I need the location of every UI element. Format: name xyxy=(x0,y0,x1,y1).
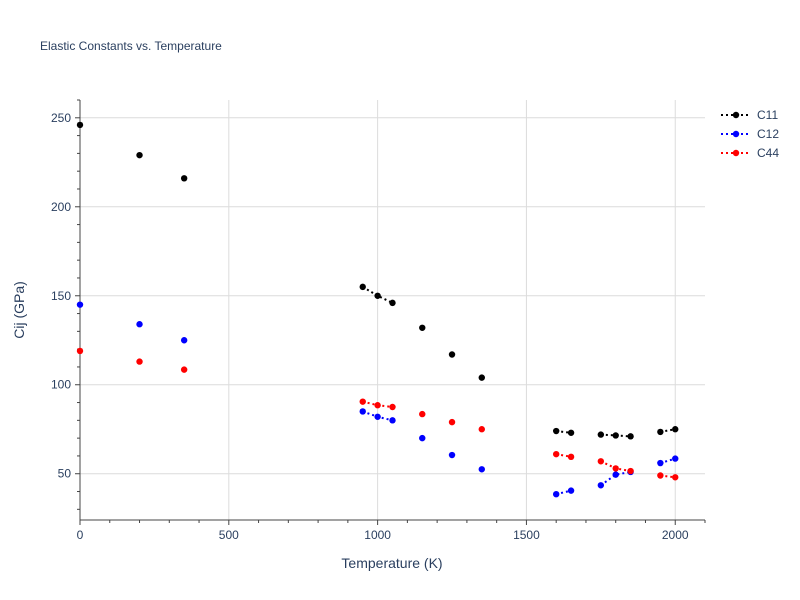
x-axis-title: Temperature (K) xyxy=(341,555,442,571)
y-tick-label: 100 xyxy=(51,378,71,392)
data-point-c44[interactable] xyxy=(374,402,381,409)
x-tick-label: 500 xyxy=(219,528,239,542)
legend-item-c44[interactable]: C44 xyxy=(721,146,779,160)
data-point-c11[interactable] xyxy=(657,428,664,436)
data-point-c44[interactable] xyxy=(478,426,485,433)
data-point-c44[interactable] xyxy=(389,403,396,411)
data-point-c11[interactable] xyxy=(612,432,619,439)
data-point-c44[interactable] xyxy=(672,474,679,481)
data-point-c12[interactable] xyxy=(359,408,366,415)
series-line-c11 xyxy=(362,286,393,304)
data-point-c11[interactable] xyxy=(76,121,84,129)
series-c11 xyxy=(76,121,679,440)
data-point-c11[interactable] xyxy=(419,324,426,331)
data-point-c12[interactable] xyxy=(672,455,679,462)
legend-marker xyxy=(732,130,740,138)
legend[interactable]: C11 C12 C44 xyxy=(721,108,779,160)
data-point-c11[interactable] xyxy=(180,175,188,182)
data-point-c11[interactable] xyxy=(374,292,381,299)
data-point-c44[interactable] xyxy=(627,467,634,475)
legend-label: C11 xyxy=(757,108,778,122)
data-point-c11[interactable] xyxy=(567,429,575,436)
data-point-c44[interactable] xyxy=(552,450,560,458)
y-axis-title: Cij (GPa) xyxy=(11,281,27,339)
data-point-c44[interactable] xyxy=(448,418,456,426)
data-point-c44[interactable] xyxy=(597,458,605,465)
data-point-c12[interactable] xyxy=(389,417,396,424)
data-point-c11[interactable] xyxy=(478,374,485,381)
data-point-c11[interactable] xyxy=(597,431,605,438)
y-tick-label: 150 xyxy=(51,289,71,303)
data-point-c12[interactable] xyxy=(597,482,605,489)
x-tick-label: 1000 xyxy=(364,528,391,542)
data-point-c11[interactable] xyxy=(136,151,143,159)
data-point-c44[interactable] xyxy=(136,358,143,365)
data-point-c12[interactable] xyxy=(374,413,381,420)
x-tick-label: 0 xyxy=(77,528,84,542)
data-point-c12[interactable] xyxy=(180,337,188,344)
axes: 0 500 1000 1500 2000 50 100 150 200 250 xyxy=(51,99,706,542)
data-point-c12[interactable] xyxy=(552,490,560,498)
legend-item-c11[interactable]: C11 xyxy=(721,108,778,122)
y-tick-label: 250 xyxy=(51,111,71,125)
legend-label: C44 xyxy=(757,146,779,160)
data-point-c12[interactable] xyxy=(136,321,143,328)
data-point-c11[interactable] xyxy=(672,426,679,433)
data-point-c11[interactable] xyxy=(359,283,366,291)
data-point-c44[interactable] xyxy=(180,366,188,373)
data-point-c12[interactable] xyxy=(612,471,619,478)
y-tick-label: 50 xyxy=(58,467,72,481)
data-point-c12[interactable] xyxy=(567,487,575,494)
data-point-c44[interactable] xyxy=(657,472,664,479)
x-tick-label: 1500 xyxy=(513,528,540,542)
grid xyxy=(80,100,705,520)
series-c44 xyxy=(76,347,679,481)
series-layer xyxy=(76,121,679,498)
data-point-c44[interactable] xyxy=(612,465,619,472)
y-tick-label: 200 xyxy=(51,200,71,214)
data-point-c11[interactable] xyxy=(627,433,634,440)
chart-title: Elastic Constants vs. Temperature xyxy=(40,39,222,53)
data-point-c44[interactable] xyxy=(419,410,426,418)
data-point-c44[interactable] xyxy=(567,453,575,461)
data-point-c44[interactable] xyxy=(76,347,84,355)
legend-item-c12[interactable]: C12 xyxy=(721,127,779,141)
data-point-c12[interactable] xyxy=(448,451,456,459)
series-line-c12 xyxy=(600,470,631,487)
x-tick-label: 2000 xyxy=(662,528,689,542)
data-point-c11[interactable] xyxy=(552,427,560,435)
data-point-c12[interactable] xyxy=(657,459,664,467)
data-point-c11[interactable] xyxy=(448,351,456,358)
data-point-c12[interactable] xyxy=(478,466,485,473)
data-point-c12[interactable] xyxy=(419,434,426,442)
data-point-c44[interactable] xyxy=(359,398,366,405)
legend-label: C12 xyxy=(757,127,779,141)
legend-marker xyxy=(732,111,740,119)
data-point-c12[interactable] xyxy=(76,301,84,308)
data-point-c11[interactable] xyxy=(389,299,396,307)
legend-marker xyxy=(732,149,740,157)
